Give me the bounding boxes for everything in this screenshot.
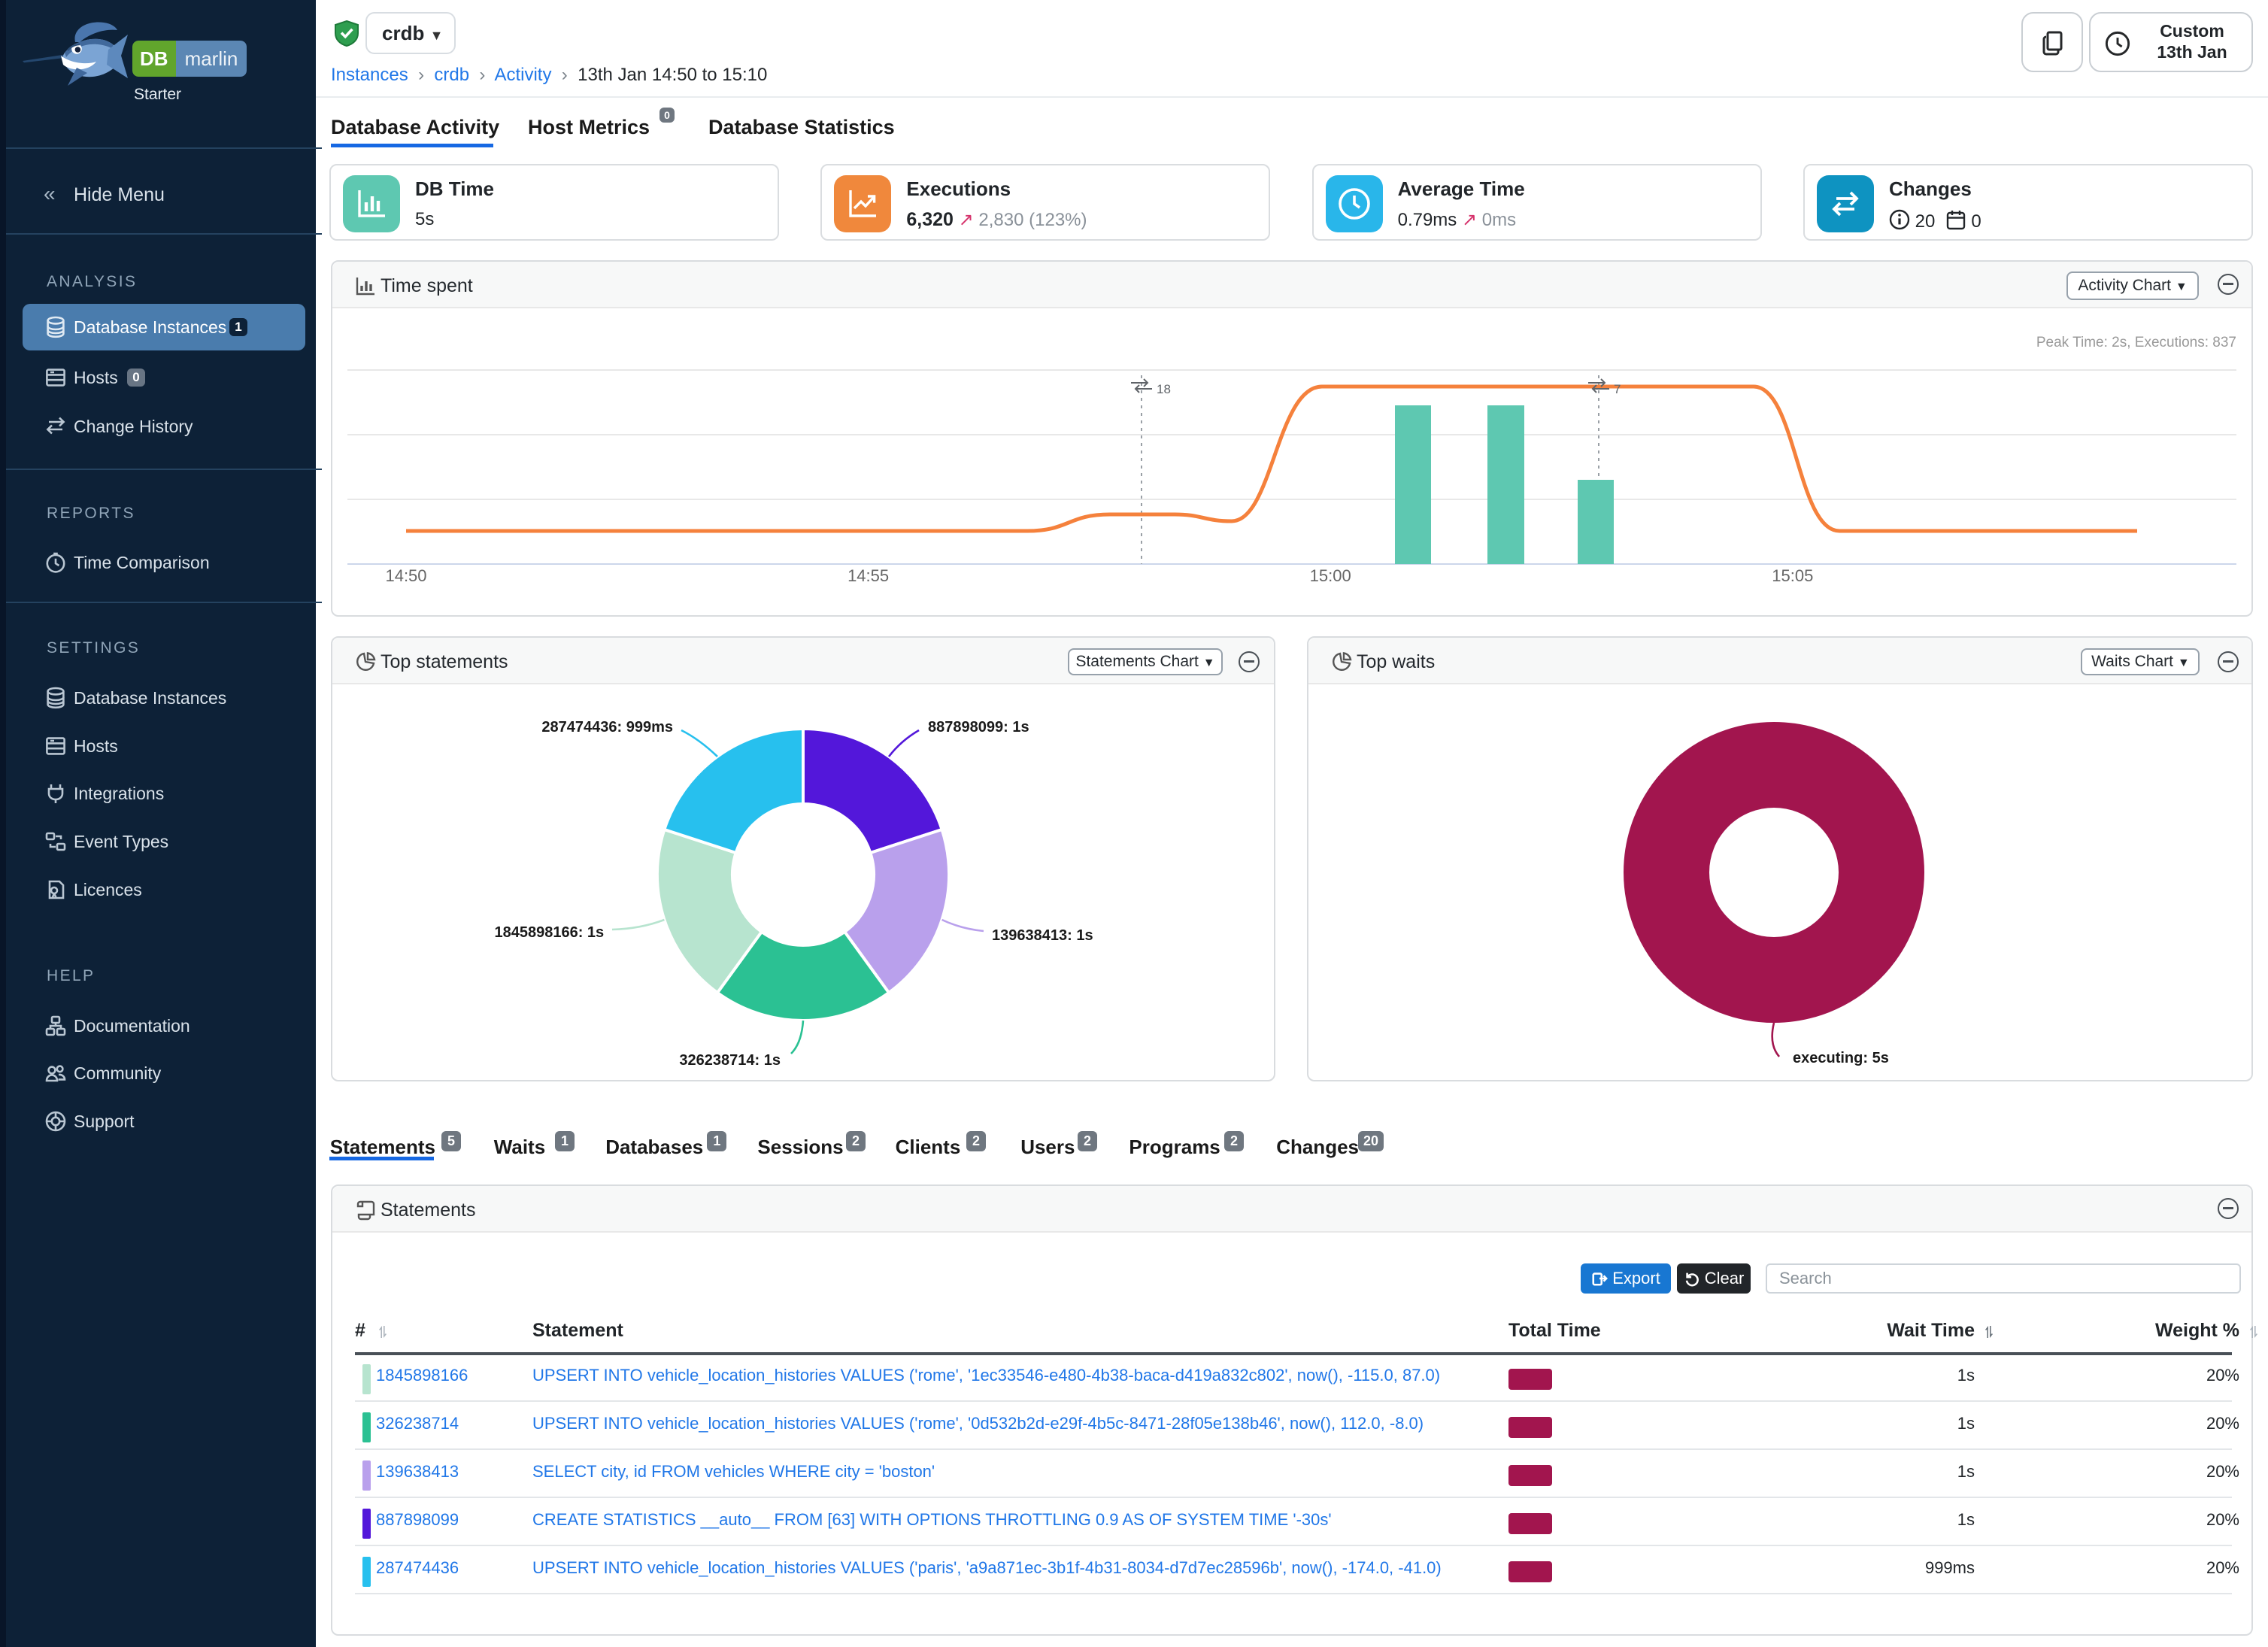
svg-text:15:05: 15:05 [1772, 566, 1813, 585]
svg-text:887898099: 1s: 887898099: 1s [928, 719, 1029, 736]
svg-text:executing: 5s: executing: 5s [1793, 1050, 1889, 1066]
svg-text:14:55: 14:55 [847, 566, 889, 585]
svg-text:15:00: 15:00 [1310, 566, 1351, 585]
svg-text:18: 18 [1157, 382, 1171, 396]
svg-text:14:50: 14:50 [385, 566, 426, 585]
svg-text:7: 7 [1614, 382, 1621, 396]
svg-text:287474436: 999ms: 287474436: 999ms [541, 719, 673, 736]
svg-text:326238714: 1s: 326238714: 1s [679, 1052, 781, 1069]
svg-text:139638413: 1s: 139638413: 1s [992, 927, 1093, 944]
svg-text:Peak Time: 2s, Executions: 837: Peak Time: 2s, Executions: 837 [2036, 335, 2236, 350]
svg-text:1845898166: 1s: 1845898166: 1s [494, 924, 604, 941]
